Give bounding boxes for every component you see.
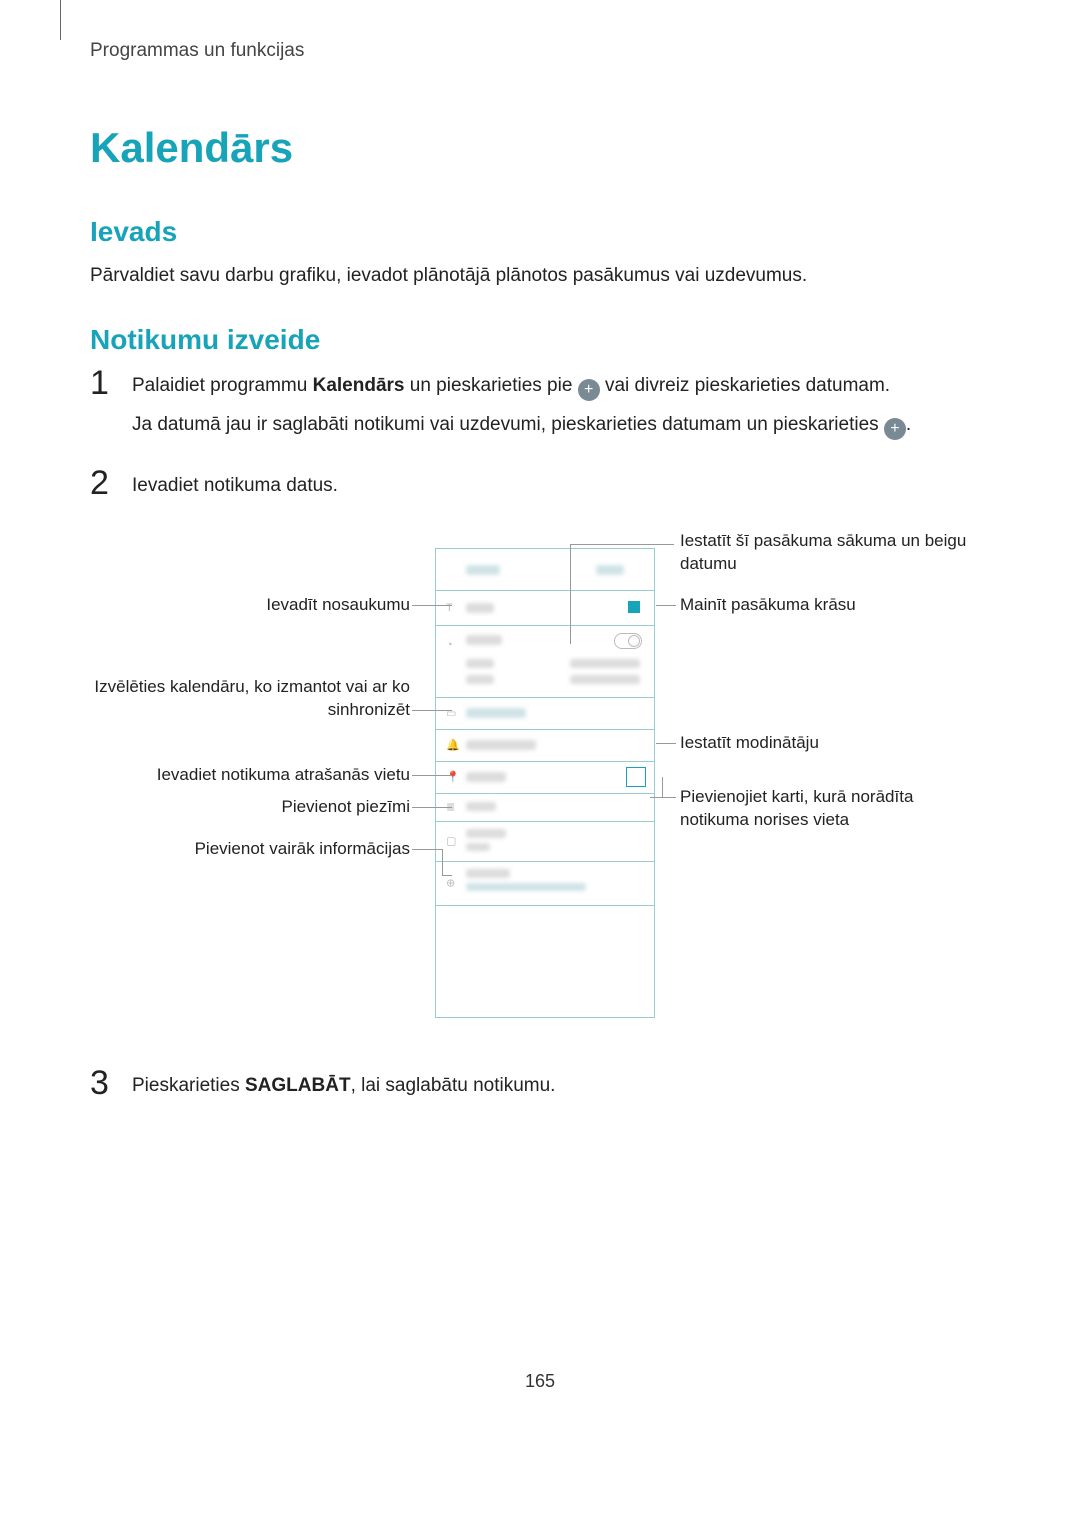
step3-text-a: Pieskarieties (132, 1075, 245, 1096)
line (570, 544, 571, 644)
line (656, 743, 676, 744)
page-border-mark (60, 0, 61, 40)
step-2: 2 Ievadiet notikuma datus. (90, 470, 990, 511)
callout-more: Pievienot vairāk informācijas (90, 838, 410, 861)
line (650, 797, 662, 798)
repeat-blur2 (466, 843, 490, 851)
calendar-icon: ▭ (446, 707, 456, 720)
callout-location: Ievadiet notikuma atrašanās vietu (90, 764, 410, 787)
step1-line2-b: . (906, 414, 911, 435)
phone-mock: T ◔ ▭ 🔔 📍 (435, 548, 655, 1018)
step-number: 3 (90, 1066, 132, 1100)
allday-blur (466, 635, 502, 645)
topbar-right-blur (596, 565, 624, 575)
repeat-blur (466, 829, 506, 838)
callout-calendar: Izvēlēties kalendāru, ko izmantot vai ar… (90, 676, 410, 722)
callout-note: Pievienot piezīmi (90, 796, 410, 819)
callout-dates: Iestatīt šī pasākuma sākuma un beigu dat… (680, 530, 980, 576)
step1-line2-a: Ja datumā jau ir saglabāti notikumi vai … (132, 414, 884, 435)
event-form-diagram: T ◔ ▭ 🔔 📍 (90, 530, 990, 1040)
step3-text-b: , lai saglabātu notikumu. (351, 1075, 556, 1096)
step1-text-a: Palaidiet programmu (132, 375, 313, 396)
allday-toggle (614, 633, 642, 649)
line (662, 797, 676, 798)
intro-paragraph: Pārvaldiet savu darbu grafiku, ievadot p… (90, 262, 990, 290)
line (412, 605, 452, 606)
end-label-blur (466, 675, 494, 684)
callout-color: Mainīt pasākuma krāsu (680, 594, 980, 617)
more-icon: ⊕ (446, 877, 455, 890)
callout-title: Ievadīt nosaukumu (90, 594, 410, 617)
step2-text: Ievadiet notikuma datus. (132, 472, 338, 501)
note-blur (466, 802, 496, 811)
step3-save-label: SAGLABĀT (245, 1075, 351, 1096)
clock-icon: ◔ (446, 639, 453, 651)
line (412, 775, 452, 776)
callout-alarm: Iestatīt modinātāju (680, 732, 980, 755)
callout-map: Pievienojiet karti, kurā norādīta notiku… (680, 786, 980, 832)
end-val-blur (570, 675, 640, 684)
line (570, 544, 674, 545)
step1-text-c: vai divreiz pieskarieties datumam. (600, 375, 890, 396)
section-create-heading: Notikumu izveide (90, 324, 990, 356)
title-blur (466, 603, 494, 613)
step1-app-name: Kalendārs (313, 375, 405, 396)
topbar-left-blur (466, 565, 500, 575)
loc-blur (466, 772, 506, 782)
line (442, 849, 443, 875)
map-button-highlight (626, 767, 646, 787)
cal-blur (466, 708, 526, 718)
step1-text-b: un pieskarieties pie (404, 375, 577, 396)
step-number: 1 (90, 366, 132, 400)
more-blur (466, 869, 510, 878)
breadcrumb: Programmas un funkcijas (90, 40, 990, 62)
plus-icon: + (884, 418, 906, 440)
line (442, 875, 452, 876)
repeat-icon: ▢ (446, 835, 456, 848)
step-3: 3 Pieskarieties SAGLABĀT, lai saglabātu … (90, 1070, 990, 1111)
step-1: 1 Palaidiet programmu Kalendārs un piesk… (90, 370, 990, 450)
section-intro-heading: Ievads (90, 216, 990, 248)
alarm-blur (466, 740, 536, 750)
line (412, 710, 452, 711)
more-blur2 (466, 883, 586, 891)
line (656, 605, 676, 606)
line (412, 807, 452, 808)
bell-icon: 🔔 (446, 739, 460, 752)
start-label-blur (466, 659, 494, 668)
title-field-icon: T (446, 602, 453, 614)
plus-icon: + (578, 379, 600, 401)
step-number: 2 (90, 466, 132, 500)
line (412, 849, 442, 850)
page-number: 165 (90, 1371, 990, 1392)
line (662, 777, 663, 797)
pin-icon: 📍 (446, 771, 460, 784)
page-title: Kalendārs (90, 124, 990, 172)
color-square-icon (628, 601, 640, 613)
start-val-blur (570, 659, 640, 668)
